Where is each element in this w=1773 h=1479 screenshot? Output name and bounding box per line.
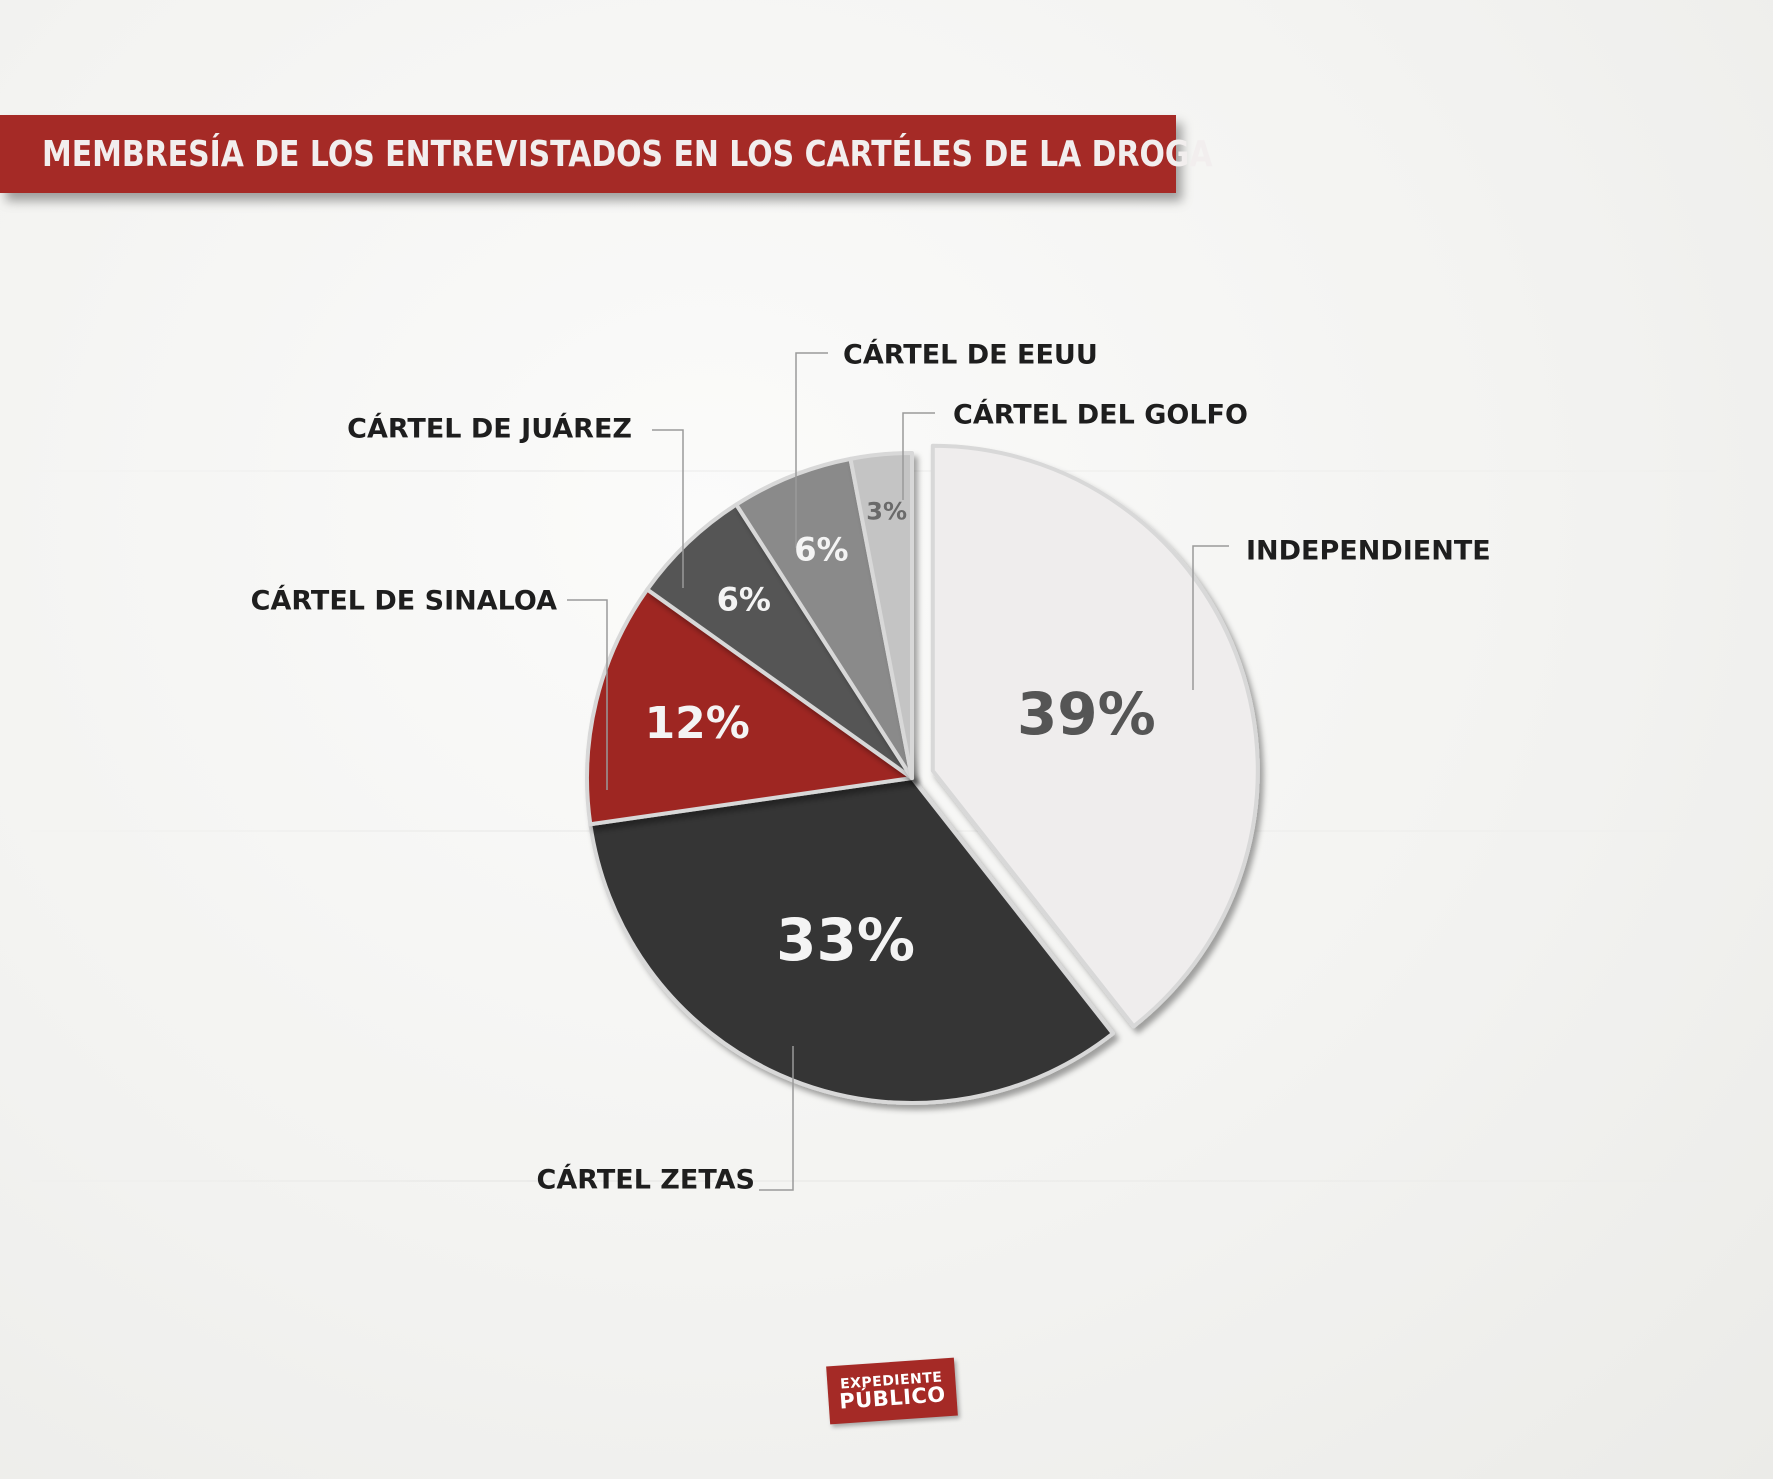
chart-title: MEMBRESÍA DE LOS ENTREVISTADOS EN LOS CA… bbox=[42, 133, 1213, 175]
slice-value-label-cartel-de-sinaloa: 12% bbox=[645, 698, 750, 749]
pie-slice-cartel-del-golfo bbox=[848, 451, 914, 780]
callout-line-cartel-zetas bbox=[759, 1046, 794, 1191]
callout-line-cartel-de-juarez bbox=[652, 429, 684, 588]
expediente-publico-logo: EXPEDIENTE PÚBLICO bbox=[826, 1357, 958, 1425]
pie-slice-cartel-de-eeuu bbox=[734, 456, 914, 780]
pie-slice-cartel-zetas bbox=[588, 776, 1115, 1105]
category-label-cartel-de-juarez: CÁRTEL DE JUÁREZ bbox=[347, 413, 632, 445]
logo-line2: PÚBLICO bbox=[838, 1381, 947, 1414]
callout-line-cartel-de-eeuu bbox=[795, 352, 828, 548]
slice-value-labels: 39% 33% 12% 6% 6% 3% bbox=[645, 498, 1156, 974]
category-label-independiente: INDEPENDIENTE bbox=[1246, 536, 1491, 567]
slice-value-label-cartel-de-juarez: 6% bbox=[717, 581, 771, 619]
title-banner: MEMBRESÍA DE LOS ENTREVISTADOS EN LOS CA… bbox=[0, 115, 1213, 193]
slice-value-label-cartel-del-golfo: 3% bbox=[866, 498, 907, 526]
pie-slice-cartel-de-juarez bbox=[645, 502, 914, 780]
slice-value-label-independiente: 39% bbox=[1017, 680, 1156, 748]
callout-line-cartel-del-golfo bbox=[902, 412, 935, 500]
paper-crease bbox=[0, 1180, 1773, 1182]
pie-slices bbox=[585, 443, 1260, 1105]
callout-line-cartel-de-sinaloa bbox=[567, 599, 608, 790]
category-label-cartel-de-eeuu: CÁRTEL DE EEUU bbox=[843, 339, 1098, 371]
slice-value-label-cartel-zetas: 33% bbox=[776, 906, 915, 974]
category-labels: INDEPENDIENTE CÁRTEL ZETAS CÁRTEL DE SINAL… bbox=[251, 339, 1491, 1196]
pie-slice-cartel-de-sinaloa bbox=[585, 587, 914, 827]
category-label-cartel-zetas: CÁRTEL ZETAS bbox=[537, 1164, 755, 1196]
callout-line-independiente bbox=[1192, 545, 1229, 690]
slice-value-label-cartel-de-eeuu: 6% bbox=[794, 531, 848, 569]
pie-slice-independiente bbox=[930, 443, 1260, 1029]
category-label-cartel-de-sinaloa: CÁRTEL DE SINALOA bbox=[251, 585, 557, 617]
callout-lines bbox=[567, 352, 1229, 1191]
category-label-cartel-del-golfo: CÁRTEL DEL GOLFO bbox=[953, 399, 1248, 431]
